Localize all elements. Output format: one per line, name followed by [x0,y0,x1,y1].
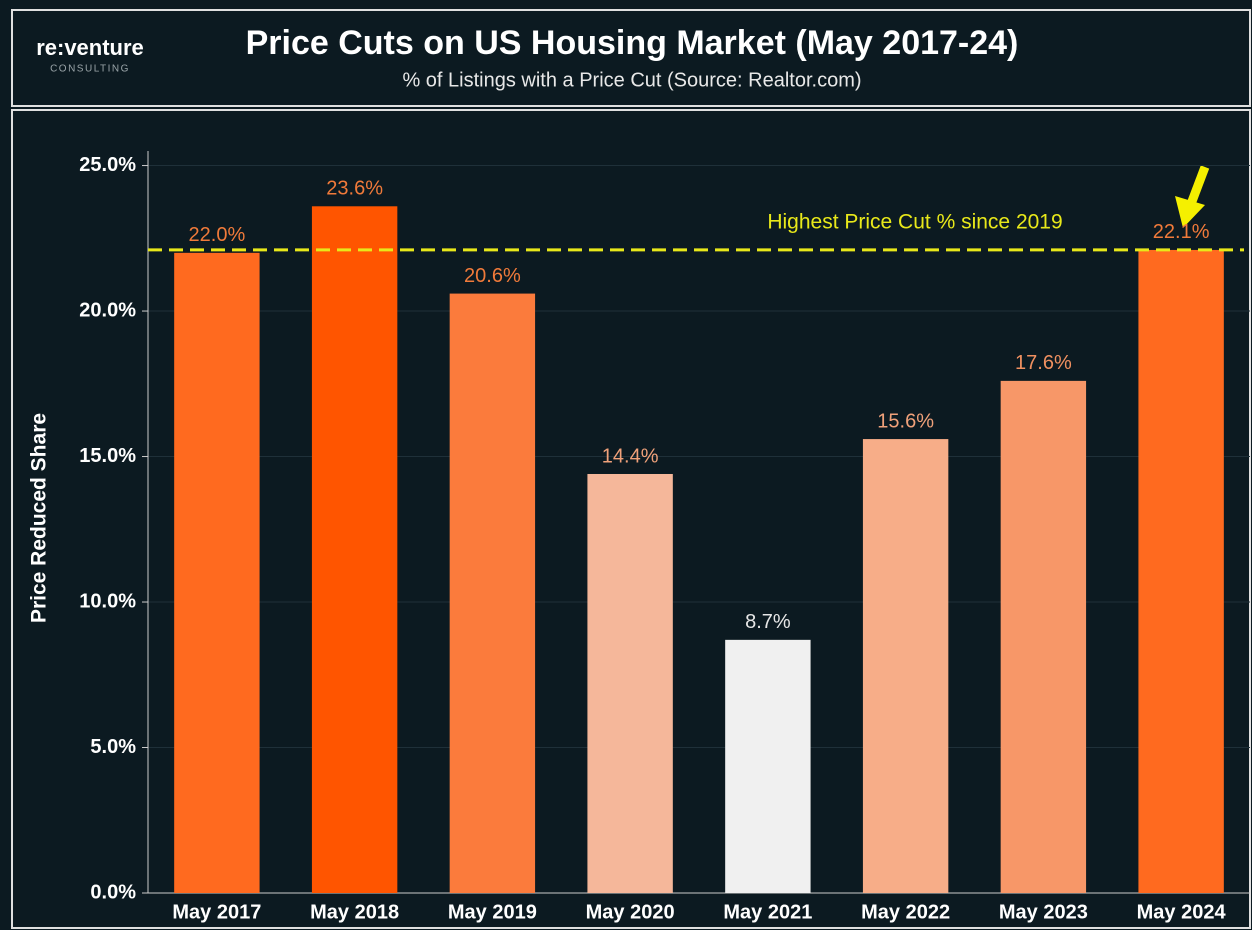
y-tick-label: 15.0% [79,445,136,467]
arrow-icon [1175,165,1210,228]
y-tick-label: 20.0% [79,299,136,321]
x-tick-label: May 2022 [861,901,950,923]
x-tick-label: May 2023 [999,901,1088,923]
bar [311,206,398,894]
bar [862,439,949,893]
reference-label: Highest Price Cut % since 2019 [767,210,1062,233]
value-label: 22.0% [189,224,246,246]
value-label: 22.1% [1153,221,1210,243]
value-label: 23.6% [326,178,383,200]
value-label: 15.6% [877,410,934,432]
logo: re:venture [36,35,144,60]
x-tick-label: May 2019 [448,901,537,923]
x-tick-label: May 2017 [172,901,261,923]
bar [449,293,536,893]
bar [587,473,673,893]
value-label: 8.7% [745,611,791,633]
logo-sub: CONSULTING [50,64,130,75]
x-tick-label: May 2024 [1137,901,1227,923]
x-tick-label: May 2020 [586,901,675,923]
plot-frame [11,109,1251,929]
bar [1000,380,1087,893]
value-label: 17.6% [1015,352,1072,374]
y-tick-label: 0.0% [90,881,136,903]
y-tick-label: 5.0% [90,736,136,758]
header-frame [11,9,1251,107]
value-label: 20.6% [464,265,521,287]
arrow-head [1175,196,1205,228]
bar [174,252,260,893]
arrow-shaft [1186,165,1210,206]
y-axis-label: Price Reduced Share [28,413,51,623]
chart-subtitle: % of Listings with a Price Cut (Source: … [402,69,861,91]
bar [1138,249,1224,893]
bar [725,639,811,893]
value-label: 14.4% [602,445,659,467]
y-tick-label: 10.0% [79,590,136,612]
x-tick-label: May 2018 [310,901,399,923]
x-tick-label: May 2021 [723,901,812,923]
y-tick-label: 25.0% [79,154,136,176]
chart-title: Price Cuts on US Housing Market (May 201… [246,24,1019,62]
